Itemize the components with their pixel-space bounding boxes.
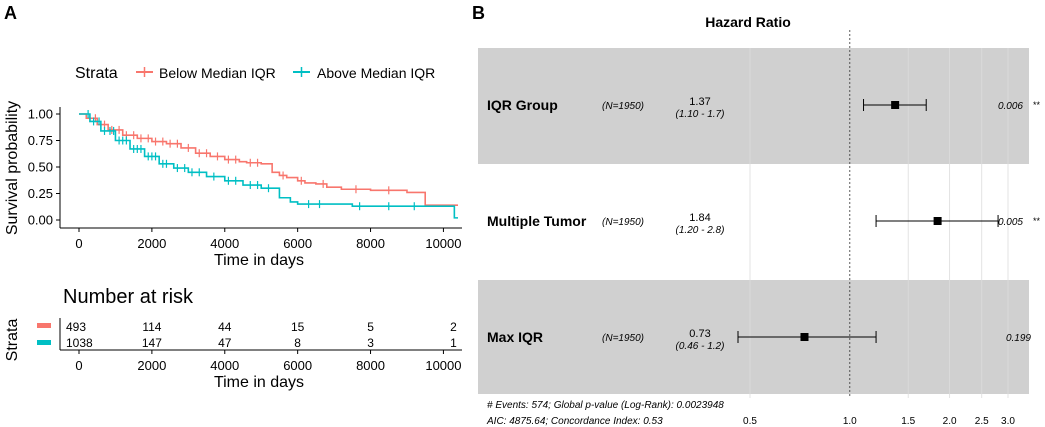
forest-row-ci: (0.46 - 1.2) — [676, 341, 725, 352]
risk-x-axis-title: Time in days — [214, 374, 304, 391]
risk-cell: 493 — [66, 320, 86, 334]
forest-point-estimate — [800, 333, 809, 341]
panel-b-label: B — [472, 3, 485, 23]
km-x-tick-label: 4000 — [210, 236, 239, 251]
km-plot-area — [79, 110, 458, 219]
km-x-tick-label: 6000 — [283, 236, 312, 251]
forest-row-hr: 0.73 — [689, 328, 710, 340]
forest-row-p: 0.199 — [1006, 333, 1031, 344]
km-legend: Strata Below Median IQR Above Median IQR — [75, 65, 435, 82]
forest-row-ci: (1.20 - 2.8) — [676, 225, 725, 236]
panel-a-label: A — [4, 3, 17, 23]
risk-cell: 47 — [218, 336, 232, 350]
legend-label-above: Above Median IQR — [317, 65, 435, 81]
risk-cell: 1 — [450, 336, 457, 350]
forest-row-p: 0.006 — [998, 101, 1023, 112]
risk-y-axis-title: Strata — [4, 319, 21, 362]
forest-band-iqr-group — [478, 48, 1029, 164]
km-y-tick-label: 0.00 — [28, 213, 53, 228]
forest-x-tick-label: 2.5 — [975, 416, 989, 427]
forest-row-hr: 1.37 — [689, 96, 710, 108]
forest-row-hr: 1.84 — [689, 212, 710, 224]
forest-point-estimate — [933, 217, 942, 225]
risk-x-tick-label: 6000 — [283, 358, 312, 373]
risk-cell: 15 — [291, 320, 305, 334]
forest-row-p: 0.005 — [998, 217, 1023, 228]
risk-cell: 1038 — [66, 336, 93, 350]
risk-x-tick-label: 4000 — [210, 358, 239, 373]
legend-key-above — [293, 67, 310, 77]
forest-x-tick-label: 0.5 — [743, 416, 757, 427]
km-y-tick-label: 1.00 — [28, 107, 53, 122]
km-x-tick-label: 10000 — [425, 236, 461, 251]
forest-x-axis: 0.5 1.0 1.5 2.0 2.5 3.0 — [743, 416, 1015, 427]
forest-row-n: (N=1950) — [602, 333, 644, 344]
risk-cell: 8 — [294, 336, 301, 350]
km-y-tick-label: 0.25 — [28, 186, 53, 201]
forest-row-label: IQR Group — [487, 97, 558, 113]
forest-x-tick-label: 3.0 — [1001, 416, 1015, 427]
risk-cell: 114 — [142, 320, 161, 334]
km-y-axis: 0.00 0.25 0.50 0.75 1.00 — [28, 107, 60, 228]
km-x-tick-label: 0 — [75, 236, 82, 251]
legend-key-below — [136, 67, 153, 77]
km-x-tick-label: 2000 — [137, 236, 166, 251]
risk-key-above — [37, 340, 51, 345]
forest-x-tick-label: 2.0 — [943, 416, 957, 427]
risk-cell: 5 — [367, 320, 374, 334]
forest-row-label: Multiple Tumor — [487, 213, 587, 229]
legend-title: Strata — [75, 65, 118, 82]
forest-row-stars: ** — [1033, 100, 1041, 110]
risk-x-tick-label: 8000 — [356, 358, 385, 373]
km-y-axis-title: Survival probability — [4, 101, 21, 235]
risk-x-tick-label: 2000 — [137, 358, 166, 373]
risk-table-cells: 493 114 44 15 5 2 1038 147 47 8 3 1 — [66, 320, 457, 350]
risk-x-tick-label: 0 — [75, 358, 82, 373]
risk-table-title: Number at risk — [63, 286, 194, 308]
panel-a: A Strata Below Median IQR Above Median I… — [4, 3, 462, 391]
forest-x-tick-label: 1.5 — [901, 416, 915, 427]
km-y-tick-label: 0.50 — [28, 160, 53, 175]
risk-cell: 2 — [450, 320, 457, 334]
km-x-axis: 0 2000 4000 6000 8000 10000 — [75, 228, 462, 251]
panel-b: B Hazard Ratio IQR Group (N=1950) 1.37(1.1… — [472, 3, 1041, 427]
risk-cell: 147 — [142, 336, 162, 350]
forest-title: Hazard Ratio — [705, 14, 791, 30]
km-x-tick-label: 8000 — [356, 236, 385, 251]
forest-gridlines — [749, 30, 1009, 398]
forest-row-n: (N=1950) — [602, 101, 644, 112]
km-x-axis-title: Time in days — [214, 252, 304, 269]
km-curve-above — [79, 113, 458, 219]
risk-key-below — [37, 323, 51, 328]
forest-row-stars: ** — [1033, 216, 1041, 226]
forest-row-label: Max IQR — [487, 329, 543, 345]
forest-point-estimate — [891, 101, 900, 109]
forest-row-n: (N=1950) — [602, 217, 644, 228]
forest-rows: IQR Group (N=1950) 1.37(1.10 - 1.7) 0.006 **… — [487, 96, 1041, 352]
risk-x-tick-label: 10000 — [425, 358, 461, 373]
risk-x-axis: 0 2000 4000 6000 8000 10000 — [75, 350, 462, 373]
km-y-tick-label: 0.75 — [28, 133, 53, 148]
forest-footer-aic: AIC: 4875.64; Concordance Index: 0.53 — [486, 416, 663, 427]
km-curve-below — [79, 113, 458, 206]
risk-cell: 3 — [367, 336, 374, 350]
forest-x-tick-label: 1.0 — [843, 416, 857, 427]
forest-row-ci: (1.10 - 1.7) — [676, 109, 725, 120]
risk-cell: 44 — [218, 320, 232, 334]
legend-label-below: Below Median IQR — [159, 65, 276, 81]
forest-footer-events: # Events: 574; Global p-value (Log-Rank)… — [487, 400, 724, 411]
